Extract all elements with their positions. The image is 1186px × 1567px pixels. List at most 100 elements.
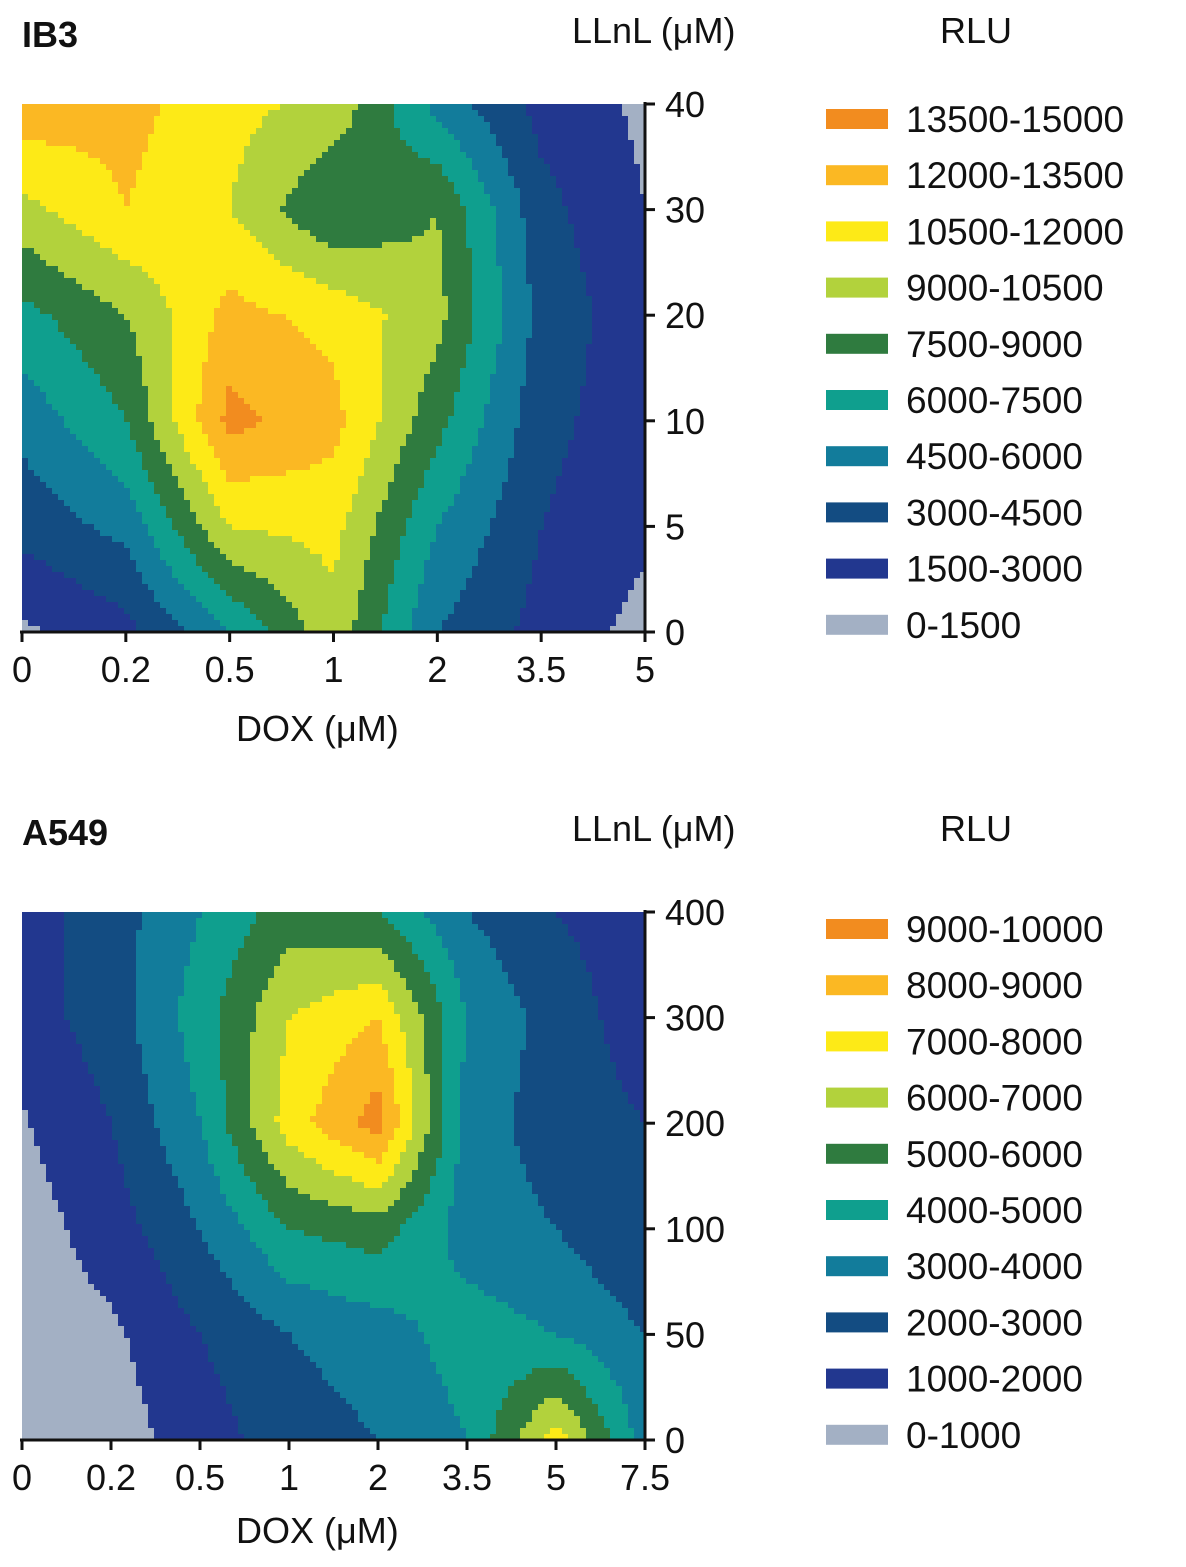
heatmap-cell [574, 140, 581, 147]
heatmap-cell [640, 236, 646, 243]
heatmap-cell [490, 254, 497, 261]
heatmap-cell [394, 116, 401, 123]
heatmap-cell [184, 248, 191, 255]
heatmap-cell [226, 200, 233, 207]
heatmap-cell [412, 164, 419, 171]
heatmap-cell [496, 266, 503, 273]
heatmap-cell [250, 206, 257, 213]
heatmap-cell [268, 374, 275, 381]
heatmap-cell [358, 374, 365, 381]
heatmap-cell [604, 326, 611, 333]
heatmap-cell [424, 206, 431, 213]
heatmap-cell [580, 110, 587, 117]
heatmap-cell [136, 362, 143, 369]
heatmap-cell [136, 344, 143, 351]
heatmap-cell [298, 128, 305, 135]
heatmap-cell [574, 338, 581, 345]
heatmap-cell [550, 368, 557, 375]
heatmap-cell [610, 236, 617, 243]
heatmap-cell [130, 170, 137, 177]
heatmap-cell [64, 152, 71, 159]
heatmap-cell [136, 266, 143, 273]
heatmap-cell [118, 200, 125, 207]
heatmap-cell [490, 362, 497, 369]
heatmap-cell [442, 368, 449, 375]
heatmap-cell [166, 218, 173, 225]
heatmap-cell [442, 146, 449, 153]
heatmap-cell [478, 122, 485, 129]
heatmap-cell [340, 140, 347, 147]
heatmap-cell [172, 356, 179, 363]
heatmap-cell [124, 290, 131, 297]
heatmap-cell [220, 272, 227, 279]
heatmap-cell [442, 362, 449, 369]
heatmap-cell [244, 272, 251, 279]
heatmap-cell [484, 122, 491, 129]
heatmap-cell [586, 176, 593, 183]
heatmap-cell [286, 266, 293, 273]
heatmap-cell [106, 128, 113, 135]
heatmap-cell [130, 290, 137, 297]
heatmap-cell [460, 146, 467, 153]
heatmap-cell [94, 326, 101, 333]
heatmap-cell [424, 266, 431, 273]
heatmap-cell [424, 278, 431, 285]
heatmap-cell [292, 128, 299, 135]
heatmap-cell [538, 278, 545, 285]
heatmap-cell [34, 188, 41, 195]
heatmap-cell [412, 122, 419, 129]
heatmap-cell [280, 122, 287, 129]
heatmap-cell [298, 308, 305, 315]
heatmap-cell [340, 320, 347, 327]
heatmap-cell [334, 170, 341, 177]
heatmap-cell [520, 248, 527, 255]
heatmap-cell [220, 176, 227, 183]
heatmap-cell [286, 308, 293, 315]
heatmap-cell [622, 200, 629, 207]
heatmap-cell [52, 224, 59, 231]
heatmap-cell [262, 320, 269, 327]
heatmap-cell [148, 284, 155, 291]
heatmap-cell [214, 320, 221, 327]
heatmap-cell [544, 158, 551, 165]
heatmap-cell [34, 296, 41, 303]
heatmap-cell [334, 296, 341, 303]
heatmap-cell [154, 224, 161, 231]
heatmap-cell [490, 224, 497, 231]
heatmap-cell [94, 368, 101, 375]
heatmap-cell [112, 290, 119, 297]
heatmap-cell [220, 386, 227, 393]
heatmap-cell [280, 338, 287, 345]
heatmap-cell [352, 350, 359, 357]
heatmap-cell [538, 134, 545, 141]
heatmap-cell [418, 296, 425, 303]
heatmap-cell [22, 302, 29, 309]
heatmap-cell [178, 224, 185, 231]
heatmap-cell [574, 332, 581, 339]
heatmap-cell [250, 338, 257, 345]
heatmap-cell [472, 236, 479, 243]
heatmap-cell [148, 230, 155, 237]
heatmap-cell [598, 146, 605, 153]
heatmap-cell [52, 230, 59, 237]
heatmap-cell [628, 314, 635, 321]
heatmap-cell [496, 290, 503, 297]
heatmap-cell [442, 182, 449, 189]
heatmap-cell [34, 170, 41, 177]
heatmap-cell [58, 146, 65, 153]
heatmap-cell [238, 194, 245, 201]
heatmap-cell [100, 164, 107, 171]
heatmap-cell [418, 218, 425, 225]
heatmap-cell [640, 302, 646, 309]
heatmap-cell [346, 194, 353, 201]
heatmap-cell [160, 134, 167, 141]
heatmap-cell [406, 176, 413, 183]
heatmap-cell [346, 356, 353, 363]
heatmap-cell [64, 206, 71, 213]
heatmap-cell [430, 182, 437, 189]
heatmap-cell [316, 284, 323, 291]
heatmap-cell [592, 152, 599, 159]
heatmap-cell [442, 290, 449, 297]
heatmap-cell [490, 116, 497, 123]
heatmap-cell [310, 290, 317, 297]
